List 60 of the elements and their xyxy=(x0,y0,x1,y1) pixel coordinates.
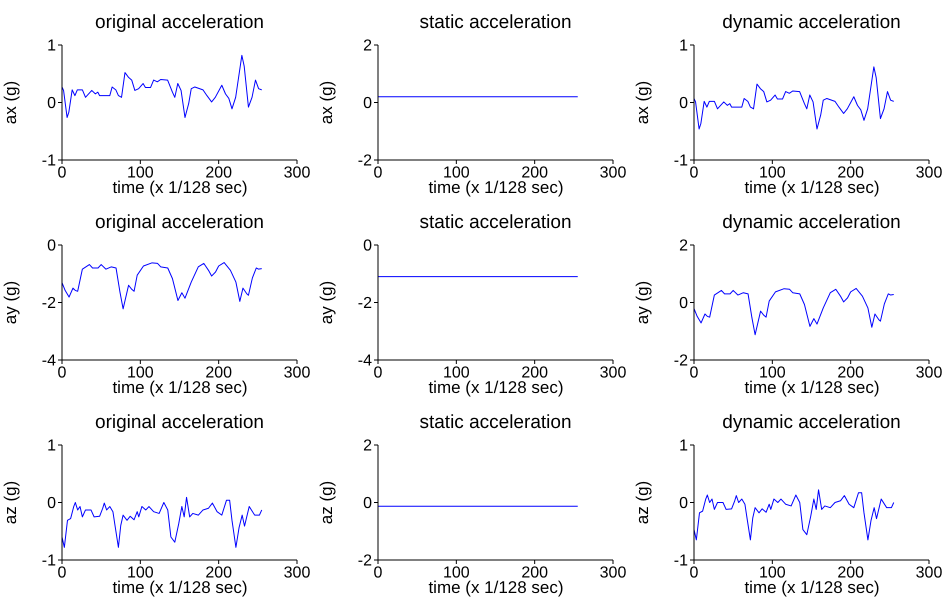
y-tick-label: 0 xyxy=(47,95,56,112)
chart-title: original acceleration xyxy=(94,12,265,34)
chart-title: static acceleration xyxy=(418,412,573,434)
line-series xyxy=(694,66,894,130)
line-series xyxy=(694,489,894,540)
y-tick-label: 0 xyxy=(363,238,372,255)
x-tick-label: 300 xyxy=(600,364,626,382)
x-tick-label: 300 xyxy=(284,364,310,382)
y-axis-title: ax (g) xyxy=(633,80,652,124)
line-series xyxy=(62,262,262,310)
y-tick-label: 0 xyxy=(363,495,372,512)
y-axis-title: az (g) xyxy=(317,480,336,524)
y-tick-label: 0 xyxy=(679,95,688,112)
y-axis-title: ax (g) xyxy=(317,80,336,124)
x-tick-label: 300 xyxy=(916,564,942,582)
line-series xyxy=(694,288,894,336)
x-tick-label: 300 xyxy=(916,364,942,382)
chart-title: dynamic acceleration xyxy=(721,12,902,34)
y-tick-label: 2 xyxy=(363,38,372,55)
chart-title: static acceleration xyxy=(418,212,573,234)
x-tick-label: 300 xyxy=(916,164,942,182)
y-axis-title: az (g) xyxy=(1,480,20,524)
y-tick-label: 1 xyxy=(47,38,56,55)
y-tick-label: -1 xyxy=(42,152,56,170)
y-tick-label: 0 xyxy=(679,495,688,512)
x-tick-label: 300 xyxy=(284,164,310,182)
y-tick-label: -2 xyxy=(358,152,372,170)
x-tick-label: 300 xyxy=(600,564,626,582)
y-tick-label: 2 xyxy=(679,238,688,255)
y-axis-title: ay (g) xyxy=(633,280,652,324)
x-tick-label: 300 xyxy=(284,564,310,582)
y-axis-title: ay (g) xyxy=(1,280,20,324)
y-tick-label: 2 xyxy=(363,438,372,455)
y-tick-label: -2 xyxy=(674,352,688,370)
y-tick-label: 0 xyxy=(47,495,56,512)
y-tick-label: -4 xyxy=(42,352,56,370)
y-tick-label: -1 xyxy=(674,152,688,170)
chart-title: original acceleration xyxy=(94,212,265,234)
y-tick-label: 1 xyxy=(679,438,688,455)
y-axis-title: ax (g) xyxy=(1,80,20,124)
x-tick-label: 300 xyxy=(600,164,626,182)
chart-title: dynamic acceleration xyxy=(721,412,902,434)
y-tick-label: -2 xyxy=(358,552,372,570)
y-tick-label: -1 xyxy=(674,552,688,570)
y-tick-label: -2 xyxy=(42,295,56,312)
y-tick-label: -4 xyxy=(358,352,372,370)
y-tick-label: 0 xyxy=(363,95,372,112)
chart-title: original acceleration xyxy=(94,412,265,434)
y-tick-label: 0 xyxy=(679,295,688,312)
y-axis-title: ay (g) xyxy=(317,280,336,324)
chart-title: dynamic acceleration xyxy=(721,212,902,234)
chart-title: static acceleration xyxy=(418,12,573,34)
y-tick-label: 1 xyxy=(47,438,56,455)
line-series xyxy=(62,496,262,548)
y-axis-title: az (g) xyxy=(633,480,652,524)
y-tick-label: 1 xyxy=(679,38,688,55)
line-series xyxy=(62,54,262,118)
y-tick-label: 0 xyxy=(47,238,56,255)
y-tick-label: -1 xyxy=(42,552,56,570)
y-tick-label: -2 xyxy=(358,295,372,312)
